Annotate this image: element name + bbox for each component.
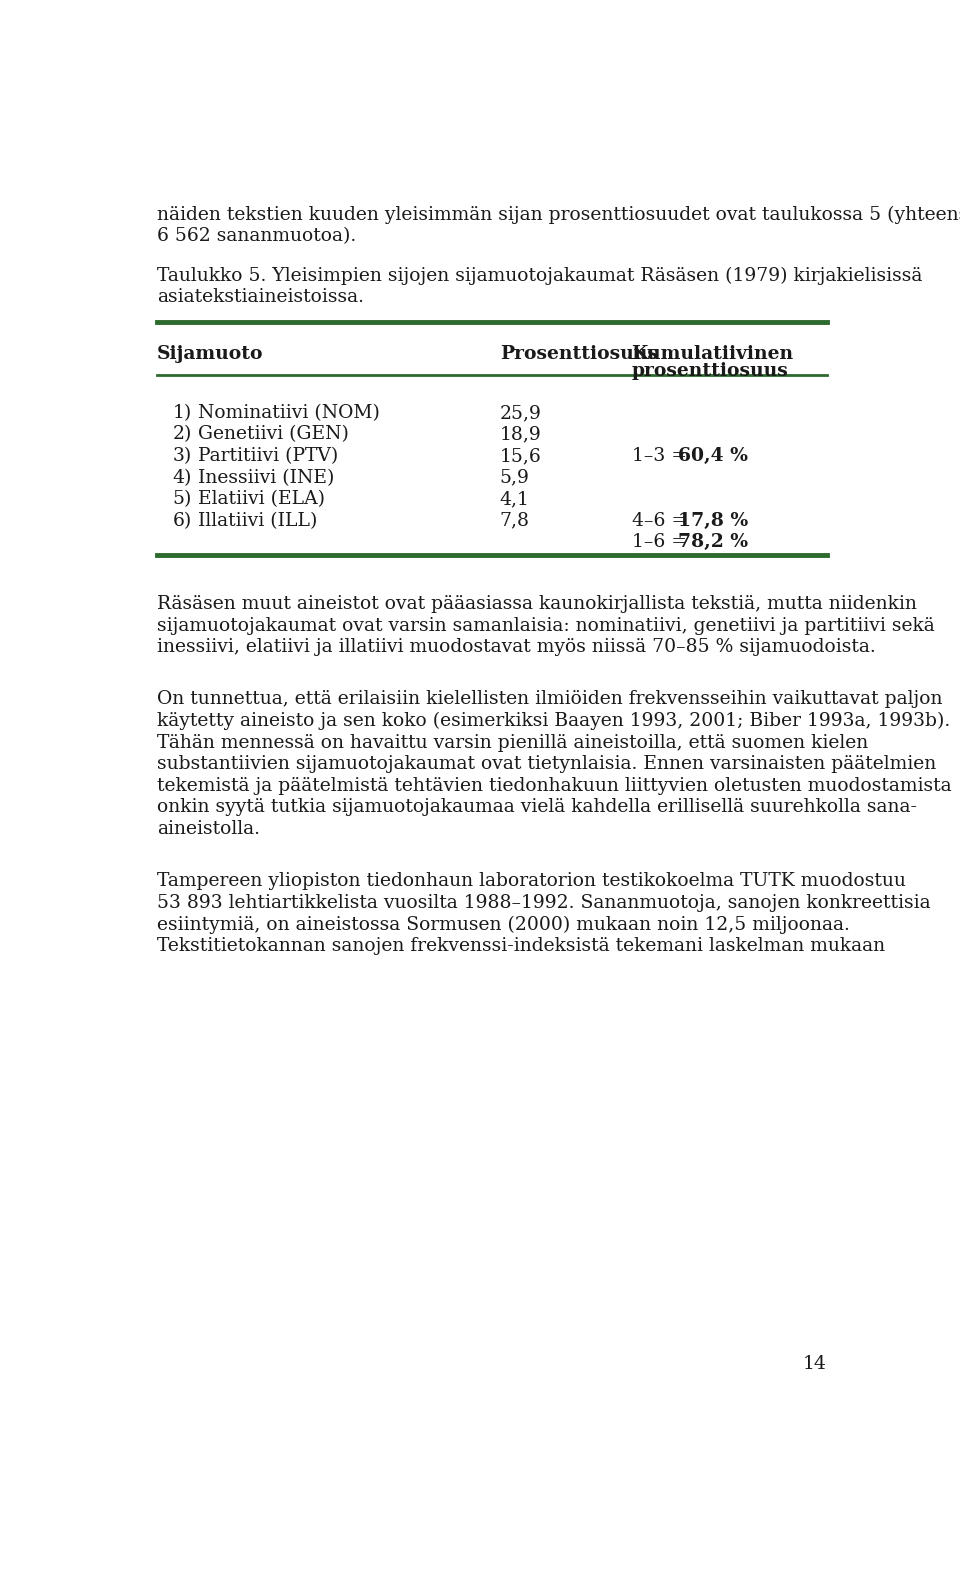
Text: aineistolla.: aineistolla.: [157, 820, 260, 838]
Text: 4): 4): [173, 469, 192, 487]
Text: sijamuotojakaumat ovat varsin samanlaisia: nominatiivi, genetiivi ja partitiivi : sijamuotojakaumat ovat varsin samanlaisi…: [157, 617, 935, 634]
Text: asiatekstiaineistoissa.: asiatekstiaineistoissa.: [157, 289, 364, 306]
Text: prosenttiosuus: prosenttiosuus: [632, 363, 788, 380]
Text: näiden tekstien kuuden yleisimmän sijan prosenttiosuudet ovat taulukossa 5 (yhte: näiden tekstien kuuden yleisimmän sijan …: [157, 206, 960, 223]
Text: Prosenttiosuus: Prosenttiosuus: [500, 345, 658, 364]
Text: esiintymiä, on aineistossa Sormusen (2000) mukaan noin 12,5 miljoonaa.: esiintymiä, on aineistossa Sormusen (200…: [157, 915, 850, 934]
Text: Elatiivi (ELA): Elatiivi (ELA): [198, 490, 324, 509]
Text: 6 562 sananmuotoa).: 6 562 sananmuotoa).: [157, 228, 356, 245]
Text: 2): 2): [173, 425, 192, 444]
Text: 14: 14: [803, 1355, 827, 1372]
Text: Illatiivi (ILL): Illatiivi (ILL): [198, 512, 317, 529]
Text: Genetiivi (GEN): Genetiivi (GEN): [198, 425, 348, 444]
Text: Tekstitietokannan sanojen frekvenssi-indeksistä tekemani laskelman mukaan: Tekstitietokannan sanojen frekvenssi-ind…: [157, 937, 885, 955]
Text: 53 893 lehtiartikkelista vuosilta 1988–1992. Sananmuotoja, sanojen konkreettisia: 53 893 lehtiartikkelista vuosilta 1988–1…: [157, 893, 931, 912]
Text: 17,8 %: 17,8 %: [678, 512, 748, 529]
Text: 5,9: 5,9: [500, 469, 530, 487]
Text: Tampereen yliopiston tiedonhaun laboratorion testikokoelma TUTK muodostuu: Tampereen yliopiston tiedonhaun laborato…: [157, 873, 906, 890]
Text: 78,2 %: 78,2 %: [678, 534, 748, 551]
Text: 4–6 =: 4–6 =: [632, 512, 692, 529]
Text: 1–3 =: 1–3 =: [632, 447, 692, 465]
Text: Sijamuoto: Sijamuoto: [157, 345, 264, 364]
Text: 15,6: 15,6: [500, 447, 541, 465]
Text: tekemistä ja päätelmistä tehtävien tiedonhakuun liittyvien oletusten muodostamis: tekemistä ja päätelmistä tehtävien tiedo…: [157, 777, 951, 794]
Text: onkin syytä tutkia sijamuotojakaumaa vielä kahdella erillisellä suurehkolla sana: onkin syytä tutkia sijamuotojakaumaa vie…: [157, 798, 917, 816]
Text: 18,9: 18,9: [500, 425, 541, 444]
Text: inessiivi, elatiivi ja illatiivi muodostavat myös niissä 70–85 % sijamuodoista.: inessiivi, elatiivi ja illatiivi muodost…: [157, 637, 876, 656]
Text: Inessiivi (INE): Inessiivi (INE): [198, 469, 334, 487]
Text: Kumulatiivinen: Kumulatiivinen: [632, 345, 794, 364]
Text: käytetty aineisto ja sen koko (esimerkiksi Baayen 1993, 2001; Biber 1993a, 1993b: käytetty aineisto ja sen koko (esimerkik…: [157, 713, 950, 730]
Text: substantiivien sijamuotojakaumat ovat tietynlaisia. Ennen varsinaisten päätelmie: substantiivien sijamuotojakaumat ovat ti…: [157, 755, 936, 772]
Text: 60,4 %: 60,4 %: [678, 447, 748, 465]
Text: Tähän mennessä on havaittu varsin pienillä aineistoilla, että suomen kielen: Tähän mennessä on havaittu varsin pienil…: [157, 733, 869, 752]
Text: Nominatiivi (NOM): Nominatiivi (NOM): [198, 403, 379, 422]
Text: 7,8: 7,8: [500, 512, 530, 529]
Text: Taulukko 5. Yleisimpien sijojen sijamuotojakaumat Räsäsen (1979) kirjakielisissä: Taulukko 5. Yleisimpien sijojen sijamuot…: [157, 267, 923, 286]
Text: 3): 3): [173, 447, 192, 465]
Text: Räsäsen muut aineistot ovat pääasiassa kaunokirjallista tekstiä, mutta niidenkin: Räsäsen muut aineistot ovat pääasiassa k…: [157, 595, 917, 612]
Text: 25,9: 25,9: [500, 403, 541, 422]
Text: 4,1: 4,1: [500, 490, 530, 509]
Text: On tunnettua, että erilaisiin kielellisten ilmiöiden frekvensseihin vaikuttavat : On tunnettua, että erilaisiin kielellist…: [157, 691, 943, 708]
Text: 6): 6): [173, 512, 192, 529]
Text: 5): 5): [173, 490, 192, 509]
Text: Partitiivi (PTV): Partitiivi (PTV): [198, 447, 338, 465]
Text: 1–6 =: 1–6 =: [632, 534, 692, 551]
Text: 1): 1): [173, 403, 192, 422]
